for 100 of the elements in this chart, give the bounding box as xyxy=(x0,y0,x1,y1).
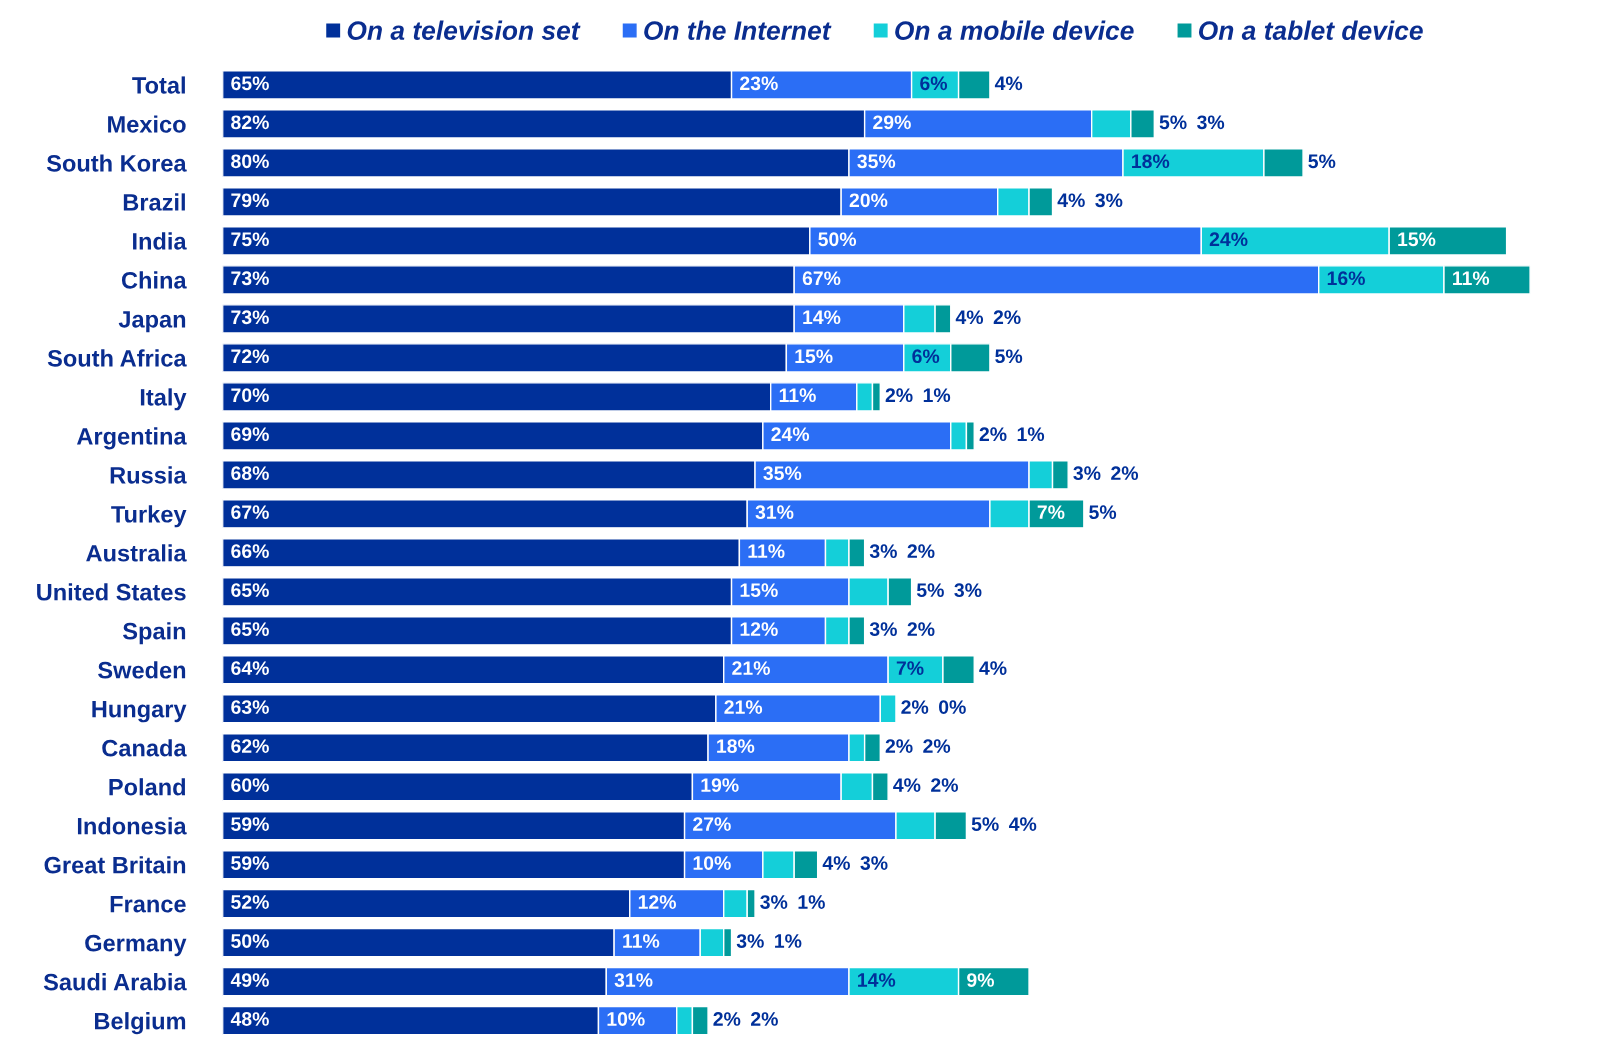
data-label: 3% xyxy=(954,583,982,598)
y-tick-label: Russia xyxy=(110,466,187,484)
data-label: 11% xyxy=(779,388,816,403)
data-label: 5% xyxy=(995,349,1023,364)
data-label: 24% xyxy=(1209,232,1248,247)
data-label: 1% xyxy=(923,388,951,403)
data-label: 75% xyxy=(231,232,269,247)
data-label: 15% xyxy=(1398,232,1436,247)
data-label: 66% xyxy=(231,544,269,559)
data-label: 5% xyxy=(971,817,999,831)
data-label: 2% xyxy=(713,1012,741,1026)
data-label: 5% xyxy=(916,583,944,598)
data-label: 21% xyxy=(732,661,770,675)
data-label: 15% xyxy=(740,583,778,598)
data-label: 4% xyxy=(979,661,1007,675)
y-tick-label: United States xyxy=(37,583,186,601)
data-label: 4% xyxy=(1057,193,1085,208)
data-label: 49% xyxy=(230,973,269,987)
data-label: 60% xyxy=(231,778,269,792)
data-label: 67% xyxy=(231,505,269,520)
data-label: 31% xyxy=(614,973,653,987)
data-label: 6% xyxy=(920,76,948,91)
data-label: 59% xyxy=(231,817,269,831)
data-label: 27% xyxy=(693,817,731,831)
data-label: 9% xyxy=(967,973,995,987)
data-label: 65% xyxy=(231,583,269,598)
y-tick-label: Hungary xyxy=(92,701,187,723)
data-label: 3% xyxy=(860,856,888,870)
y-tick-label: Japan xyxy=(118,311,186,333)
data-label: 2% xyxy=(885,739,913,753)
data-label: 2% xyxy=(1111,466,1139,481)
data-label: 11% xyxy=(623,934,660,948)
data-label: 3% xyxy=(869,544,897,559)
data-label: 4% xyxy=(955,310,984,325)
data-label: 3% xyxy=(869,622,897,637)
data-label: 52% xyxy=(231,895,269,909)
data-label: 72% xyxy=(231,349,269,364)
y-tick-label: Italy xyxy=(140,388,187,411)
data-label: 3% xyxy=(1197,115,1225,130)
data-label: 5% xyxy=(1089,505,1117,520)
data-label: 80% xyxy=(231,154,269,169)
data-label: 65% xyxy=(231,76,269,91)
y-tick-label: Poland xyxy=(109,778,186,796)
y-tick-label: Spain xyxy=(122,622,186,645)
data-label: 73% xyxy=(231,310,269,325)
legend-label: On the Internet xyxy=(644,20,832,40)
data-label: 3% xyxy=(1073,466,1101,481)
data-label: 19% xyxy=(701,778,739,792)
data-label: 3% xyxy=(736,934,764,948)
data-label: 79% xyxy=(231,193,269,208)
data-label: 18% xyxy=(717,739,755,753)
data-label: 24% xyxy=(771,427,810,442)
data-label: 3% xyxy=(760,895,788,909)
data-label: 2% xyxy=(901,700,929,714)
data-label: 7% xyxy=(896,661,924,675)
data-label: 68% xyxy=(231,466,269,481)
y-tick-label: Turkey xyxy=(111,505,187,528)
legend-label: On a mobile device xyxy=(895,20,1134,40)
data-label: 2% xyxy=(885,388,913,403)
data-label: 67% xyxy=(802,271,841,286)
data-label: 2% xyxy=(907,544,935,558)
y-tick-label: South Africa xyxy=(47,349,187,367)
data-label: 3% xyxy=(1095,193,1123,208)
y-tick-label: Saudi Arabia xyxy=(43,973,187,991)
legend-label: On a television set xyxy=(347,20,581,40)
data-label: 2% xyxy=(923,739,951,753)
data-label: 5% xyxy=(1308,154,1336,169)
data-label: 1% xyxy=(798,895,825,909)
data-label: 65% xyxy=(231,622,269,637)
data-label: 6% xyxy=(912,349,940,364)
data-label: 12% xyxy=(638,895,677,909)
y-tick-label: China xyxy=(121,271,187,289)
data-label: 7% xyxy=(1037,505,1065,520)
data-label: 4% xyxy=(1008,817,1037,831)
y-tick-label: Great Britain xyxy=(44,856,186,874)
data-label: 4% xyxy=(994,76,1023,91)
y-tick-label: Belgium xyxy=(95,1012,186,1035)
data-label: 50% xyxy=(231,934,269,948)
data-label: 59% xyxy=(231,856,269,870)
data-label: 2% xyxy=(907,622,935,636)
data-label: 31% xyxy=(755,505,794,520)
data-label: 2% xyxy=(993,310,1021,325)
data-label: 11% xyxy=(1453,271,1490,286)
data-label: 10% xyxy=(607,1012,645,1026)
data-label: 2% xyxy=(931,778,958,792)
data-label: 0% xyxy=(939,700,966,714)
data-label: 82% xyxy=(231,115,269,130)
legend-label: On a tablet device xyxy=(1198,20,1423,40)
y-tick-label: Mexico xyxy=(108,115,186,133)
data-label: 10% xyxy=(693,856,731,870)
data-label: 73% xyxy=(231,271,269,286)
data-label: 62% xyxy=(231,739,269,753)
data-label: 2% xyxy=(979,427,1007,442)
data-label: 70% xyxy=(231,388,269,403)
data-label: 69% xyxy=(231,427,269,442)
data-label: 14% xyxy=(858,973,896,987)
data-label: 35% xyxy=(763,466,802,481)
y-tick-label: Brazil xyxy=(123,193,185,211)
data-label: 64% xyxy=(231,661,269,675)
y-tick-label: Indonesia xyxy=(77,817,187,835)
